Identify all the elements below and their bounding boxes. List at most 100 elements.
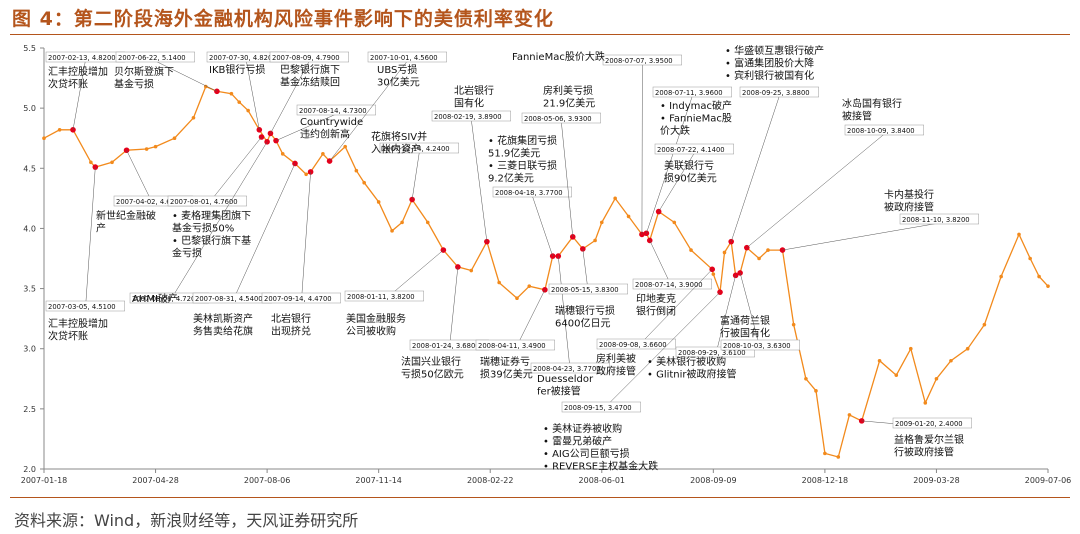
- yield-data-point: [626, 214, 631, 219]
- yield-data-point: [153, 144, 158, 149]
- event-annotation-text: 行被政府接管: [894, 446, 954, 459]
- event-value-label: 2007-09-14, 4.4700: [264, 295, 332, 303]
- event-annotation-text: 价大跌: [660, 124, 690, 137]
- event-annotation-text: 印地麦克: [636, 292, 676, 305]
- yield-data-point: [1017, 232, 1021, 237]
- event-annotation-text: 被政府接管: [884, 201, 934, 214]
- event-leader-line: [207, 136, 262, 206]
- yield-data-point: [593, 238, 597, 243]
- yield-data-point: [894, 373, 899, 377]
- event-value-tag: [379, 142, 459, 154]
- event-annotation-text: • 三菱日联亏损: [488, 159, 557, 172]
- event-annotation-text: 房利美亏损: [543, 84, 593, 97]
- y-tick-label: 4.5: [23, 164, 36, 173]
- yield-data-point: [613, 196, 617, 201]
- event-value-label: 2008-09-25, 3.8800: [742, 89, 810, 97]
- y-tick-label: 3.5: [23, 285, 36, 294]
- source-note: 资料来源：Wind，新浪财经等，天风证券研究所: [14, 511, 359, 530]
- yield-data-point: [42, 136, 46, 141]
- event-annotation-text: AHMI破产: [132, 292, 178, 305]
- event-annotation-text: IKB银行亏损: [209, 63, 265, 76]
- yield-data-point: [172, 136, 177, 141]
- yield-data-point: [376, 200, 381, 204]
- event-value-label: 2008-04-23, 3.7700: [533, 365, 601, 373]
- event-value-tag: [45, 300, 125, 312]
- x-tick-label: 2007-11-14: [355, 476, 402, 485]
- y-tick-label: 5.5: [23, 44, 36, 53]
- event-value-label: 2008-02-19, 3.8900: [434, 113, 502, 121]
- yield-data-point: [689, 248, 693, 252]
- event-annotation-text: 瑞穗银行亏损: [555, 304, 615, 317]
- event-annotation-text: • Glitnir被政府接管: [647, 368, 737, 381]
- event-value-tag: [654, 143, 734, 155]
- event-leader-line: [301, 171, 311, 303]
- event-annotation-text: • 巴黎银行旗下基: [172, 234, 251, 247]
- yield-data-point: [823, 451, 827, 456]
- event-annotation-text: 公司被收购: [346, 325, 396, 338]
- event-value-label: 2008-05-15, 3.8300: [551, 286, 619, 294]
- event-value-label: 2007-04-02, 4.6500: [116, 198, 184, 206]
- event-leader-line: [715, 275, 736, 357]
- yield-data-point: [599, 220, 604, 225]
- event-annotation-text: 行被国有化: [720, 327, 770, 340]
- event-value-label: 2008-09-15, 3.4700: [564, 404, 632, 412]
- yield-data-point: [527, 284, 532, 288]
- event-value-tag: [115, 51, 195, 63]
- y-tick-label: 2.5: [23, 405, 36, 414]
- event-value-tag: [561, 401, 641, 413]
- event-annotation-text: Countrywide: [300, 117, 363, 128]
- event-leader-line: [232, 163, 296, 303]
- event-value-label: 2008-01-24, 3.6800: [412, 342, 480, 350]
- yield-data-point: [304, 172, 308, 177]
- event-marker: [455, 264, 461, 270]
- event-value-tag: [548, 283, 628, 295]
- event-value-tag: [596, 338, 676, 350]
- yield-data-point: [425, 220, 430, 225]
- event-annotation-text: 卡内基投行: [884, 188, 934, 201]
- event-annotation-text: 9.2亿美元: [488, 172, 534, 185]
- event-value-tag: [720, 339, 800, 351]
- x-tick-label: 2008-06-01: [579, 476, 626, 485]
- event-value-tag: [739, 86, 819, 98]
- source-rule: [10, 497, 1070, 498]
- event-annotation-text: 产: [96, 222, 106, 235]
- event-annotation-text: • 华盛顿互惠银行破产: [725, 44, 824, 57]
- event-value-tag: [530, 362, 610, 374]
- event-leader-line: [411, 151, 420, 200]
- x-tick-label: 2009-07-06: [1025, 476, 1072, 485]
- event-value-label: 2008-07-22, 4.1400: [657, 146, 725, 154]
- event-value-label: 2008-07-14, 3.9000: [635, 281, 703, 289]
- event-value-tag: [167, 195, 247, 207]
- event-value-tag: [899, 213, 979, 225]
- event-leader-line: [658, 152, 695, 212]
- event-annotation-text: fer被接管: [537, 385, 581, 398]
- event-leader-line: [646, 95, 693, 234]
- yield-data-point: [354, 168, 359, 173]
- event-annotation-text: FannieMac股价大跌: [512, 50, 605, 63]
- yield-data-point: [515, 296, 519, 300]
- event-annotation-text: • 美林银行被收购: [647, 355, 726, 368]
- event-value-tag: [632, 278, 712, 290]
- yield-data-point: [89, 160, 93, 165]
- yield-data-point: [877, 358, 882, 363]
- event-value-tag: [475, 339, 555, 351]
- yield-data-point: [280, 152, 285, 156]
- event-value-tag: [344, 290, 424, 302]
- x-tick-label: 2008-09-09: [690, 476, 737, 485]
- yield-data-point: [908, 346, 913, 351]
- yield-data-point: [1028, 256, 1032, 261]
- x-tick-label: 2008-12-18: [802, 476, 849, 485]
- event-value-label: 2007-07-30, 4.8200: [209, 54, 277, 62]
- event-marker: [123, 147, 130, 154]
- event-annotation-text: 51.9亿美元: [488, 147, 540, 160]
- event-leader-line: [746, 133, 885, 248]
- y-tick-label: 3.0: [23, 345, 36, 354]
- event-annotation-text: 冰岛国有银行: [842, 97, 902, 110]
- yield-data-point: [965, 346, 970, 351]
- event-annotation-text: 房利美被: [596, 352, 636, 365]
- event-leader-line: [558, 256, 571, 373]
- yield-data-point: [791, 322, 796, 327]
- yield-data-point: [400, 220, 404, 225]
- event-leader-line: [532, 195, 553, 257]
- event-leader-line: [246, 60, 260, 130]
